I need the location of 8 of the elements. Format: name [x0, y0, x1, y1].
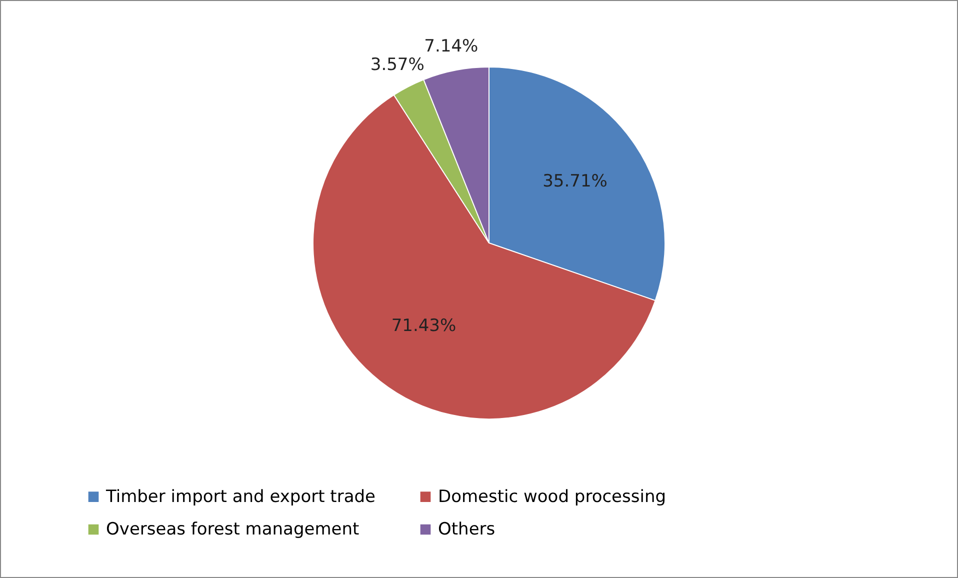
legend-label: Domestic wood processing [438, 486, 666, 507]
legend-label: Others [438, 520, 496, 540]
data-label: 3.57% [370, 55, 424, 76]
data-label: 7.14% [424, 36, 478, 57]
legend-label: Timber import and export trade [105, 486, 376, 507]
legend-label: Overseas forest management [106, 520, 360, 540]
data-label: 71.43% [391, 316, 456, 336]
data-label: 35.71% [542, 172, 608, 192]
